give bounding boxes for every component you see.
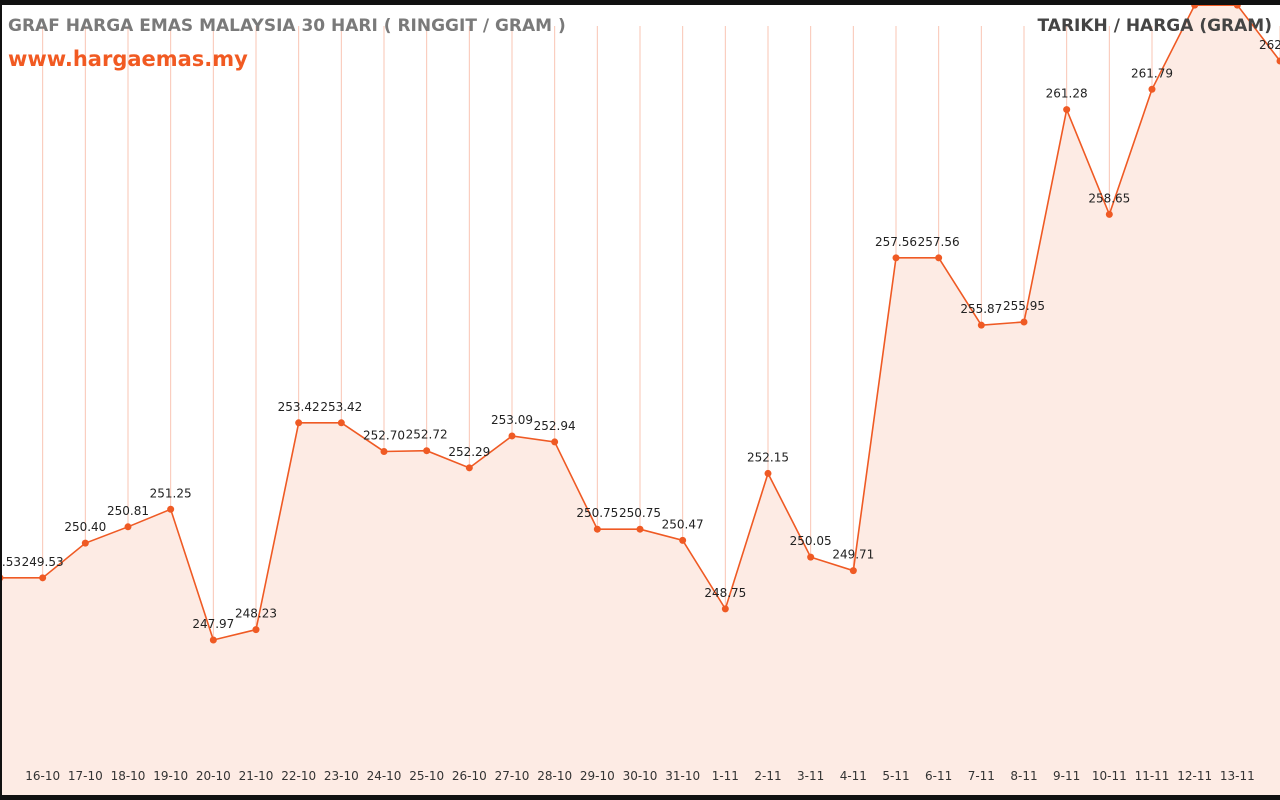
- x-tick-label: 25-10: [409, 769, 444, 783]
- point: [465, 464, 473, 472]
- axis-title: TARIKH / HARGA (GRAM): [1038, 16, 1272, 36]
- value-label: 255.87: [960, 302, 1002, 316]
- point: [295, 419, 303, 427]
- x-tick-label: 21-10: [239, 769, 274, 783]
- point: [252, 626, 260, 634]
- point: [423, 447, 431, 455]
- point: [1148, 85, 1156, 93]
- x-tick-label: 6-11: [925, 769, 952, 783]
- point: [209, 636, 217, 644]
- point: [935, 254, 943, 262]
- value-label: 250.75: [619, 506, 661, 520]
- value-label: 250.05: [790, 534, 832, 548]
- x-tick-label: 22-10: [281, 769, 316, 783]
- point: [679, 536, 687, 544]
- value-label: 252.94: [534, 419, 576, 433]
- point: [807, 553, 815, 561]
- point: [721, 605, 729, 613]
- x-tick-label: 28-10: [537, 769, 572, 783]
- value-label: 261.28: [1046, 87, 1088, 101]
- point: [1276, 57, 1280, 65]
- value-label: 257.56: [875, 235, 917, 249]
- left-border: [0, 0, 2, 800]
- x-tick-label: 10-11: [1092, 769, 1127, 783]
- point: [1105, 210, 1113, 218]
- point: [1063, 106, 1071, 114]
- value-label: 252.15: [747, 450, 789, 464]
- x-tick-label: 17-10: [68, 769, 103, 783]
- chart-subtitle: www.hargaemas.my: [8, 47, 248, 71]
- x-tick-label: 8-11: [1010, 769, 1037, 783]
- x-tick-label: 12-11: [1177, 769, 1212, 783]
- point: [39, 574, 47, 582]
- value-label: 247.97: [192, 617, 234, 631]
- point: [849, 567, 857, 575]
- x-tick-label: 2-11: [754, 769, 781, 783]
- x-tick-label: 27-10: [495, 769, 530, 783]
- value-label: 261.79: [1131, 66, 1173, 80]
- x-tick-label: 16-10: [25, 769, 60, 783]
- top-border: [0, 0, 1280, 5]
- x-tick-label: 18-10: [111, 769, 146, 783]
- point: [764, 469, 772, 477]
- x-tick-label: 20-10: [196, 769, 231, 783]
- value-label: 258.65: [1088, 191, 1130, 205]
- value-label: 249.53: [0, 555, 21, 569]
- x-tick-label: 26-10: [452, 769, 487, 783]
- point: [337, 419, 345, 427]
- x-tick-label: 19-10: [153, 769, 188, 783]
- point: [593, 525, 601, 533]
- x-tick-label: 29-10: [580, 769, 615, 783]
- point: [551, 438, 559, 446]
- value-label: 248.75: [704, 586, 746, 600]
- value-label: 253.42: [278, 400, 320, 414]
- point: [124, 523, 132, 531]
- value-label: 249.53: [22, 555, 64, 569]
- value-label: 252.70: [363, 428, 405, 442]
- value-label: 251.25: [150, 486, 192, 500]
- area: [0, 5, 1280, 795]
- value-label: 252.72: [406, 428, 448, 442]
- value-label: 250.40: [64, 520, 106, 534]
- x-tick-label: 5-11: [882, 769, 909, 783]
- value-label: 248.23: [235, 607, 277, 621]
- x-tick-label: 24-10: [367, 769, 402, 783]
- value-label: 250.81: [107, 504, 149, 518]
- value-label: 250.47: [662, 517, 704, 531]
- value-label: 249.71: [832, 548, 874, 562]
- value-label: 253.09: [491, 413, 533, 427]
- x-tick-label: 1-11: [712, 769, 739, 783]
- point: [508, 432, 516, 440]
- value-label: 250.75: [576, 506, 618, 520]
- value-label: 257.56: [918, 235, 960, 249]
- point: [1020, 318, 1028, 326]
- point: [977, 321, 985, 329]
- point: [167, 505, 175, 513]
- point: [892, 254, 900, 262]
- point: [380, 447, 388, 455]
- x-tick-label: 31-10: [665, 769, 700, 783]
- x-tick-label: 13-11: [1220, 769, 1255, 783]
- x-tick-label: 4-11: [840, 769, 867, 783]
- x-tick-label: 23-10: [324, 769, 359, 783]
- x-tick-label: 30-10: [623, 769, 658, 783]
- value-label: 262.50: [1259, 38, 1280, 52]
- value-label: 255.95: [1003, 299, 1045, 313]
- point: [81, 539, 89, 547]
- point: [636, 525, 644, 533]
- chart-title: GRAF HARGA EMAS MALAYSIA 30 HARI ( RINGG…: [8, 16, 566, 36]
- x-tick-label: 3-11: [797, 769, 824, 783]
- x-tick-label: 11-11: [1135, 769, 1170, 783]
- x-tick-label: 7-11: [968, 769, 995, 783]
- x-tick-label: 9-11: [1053, 769, 1080, 783]
- value-label: 252.29: [448, 445, 490, 459]
- value-label: 253.42: [320, 400, 362, 414]
- bottom-border: [0, 795, 1280, 800]
